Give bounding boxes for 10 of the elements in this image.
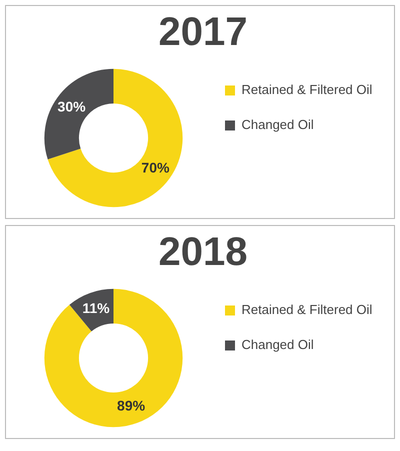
data-label: 70% (141, 159, 170, 176)
legend-label: Changed Oil (242, 117, 314, 132)
chart-title: 2017 (158, 10, 248, 54)
legend-label: Changed Oil (242, 337, 314, 352)
data-label: 30% (58, 98, 86, 114)
data-label: 11% (82, 300, 110, 316)
legend-label: Retained & Filtered Oil (242, 82, 372, 98)
chart-title: 2018 (158, 230, 248, 274)
legend-label: Retained & Filtered Oil (242, 302, 372, 318)
data-label: 89% (117, 398, 146, 414)
